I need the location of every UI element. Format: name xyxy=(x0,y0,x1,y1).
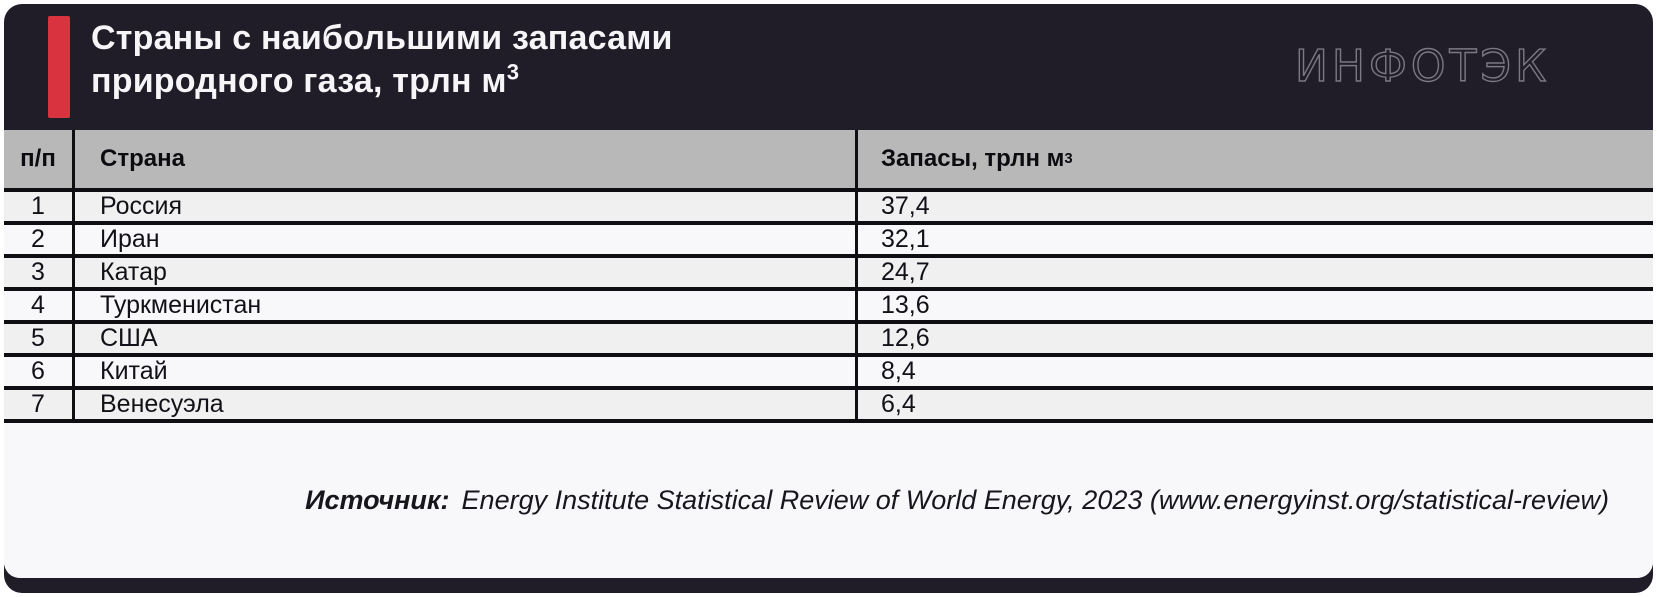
cell-num: 1 xyxy=(31,192,45,220)
cell-reserves: 24,7 xyxy=(855,258,1653,287)
source-label: Источник: xyxy=(305,485,450,515)
cell-reserves: 13,6 xyxy=(855,291,1653,320)
source-text: Energy Institute Statistical Review of W… xyxy=(461,485,1609,515)
cell-reserves: 8,4 xyxy=(855,357,1653,386)
table-row: 3 Катар 24,7 xyxy=(4,254,1653,287)
cell-country: США xyxy=(72,324,855,353)
cell-country: Россия xyxy=(72,192,855,221)
cell-num: 2 xyxy=(31,225,45,253)
header: Страны с наибольшими запасами природного… xyxy=(4,4,1653,130)
table-row: 7 Венесуэла 6,4 xyxy=(4,386,1653,419)
cell-reserves: 37,4 xyxy=(855,192,1653,221)
infographic-card: Страны с наибольшими запасами природного… xyxy=(4,4,1653,593)
table-row: 1 Россия 37,4 xyxy=(4,188,1653,221)
cell-num: 7 xyxy=(31,390,45,418)
cell-country: Иран xyxy=(72,225,855,254)
page-title-line1: Страны с наибольшими запасами xyxy=(91,19,673,57)
page-title-line2: природного газа, трлн м3 xyxy=(91,59,520,100)
cell-num: 5 xyxy=(31,324,45,352)
table-row: 4 Туркменистан 13,6 xyxy=(4,287,1653,320)
infotek-logo-icon: ИНФОТЭК xyxy=(1294,40,1550,92)
svg-text:ИНФОТЭК: ИНФОТЭК xyxy=(1295,41,1550,92)
title-superscript: 3 xyxy=(506,59,520,85)
cell-reserves: 6,4 xyxy=(855,390,1653,419)
page-title: Страны с наибольшими запасами природного… xyxy=(91,4,673,130)
cell-reserves: 12,6 xyxy=(855,324,1653,353)
column-header-num: п/п xyxy=(20,145,56,172)
table-row: 6 Китай 8,4 xyxy=(4,353,1653,386)
cell-num: 3 xyxy=(31,258,45,286)
table-row: 5 США 12,6 xyxy=(4,320,1653,353)
infotek-logo: ИНФОТЭК xyxy=(1293,35,1605,100)
source-line: Источник: Energy Institute Statistical R… xyxy=(4,419,1653,578)
table-body: 1 Россия 37,4 2 Иран 32,1 3 Катар 24,7 4 Туркменис… xyxy=(4,188,1653,419)
red-accent-bar xyxy=(48,16,70,118)
cell-country: Венесуэла xyxy=(72,390,855,419)
cell-country: Катар xyxy=(72,258,855,287)
cell-country: Китай xyxy=(72,357,855,386)
cell-country: Туркменистан xyxy=(72,291,855,320)
cell-reserves: 32,1 xyxy=(855,225,1653,254)
table-row: 2 Иран 32,1 xyxy=(4,221,1653,254)
cell-num: 4 xyxy=(31,291,45,319)
column-header-country: Страна xyxy=(72,130,855,188)
cell-num: 6 xyxy=(31,357,45,385)
